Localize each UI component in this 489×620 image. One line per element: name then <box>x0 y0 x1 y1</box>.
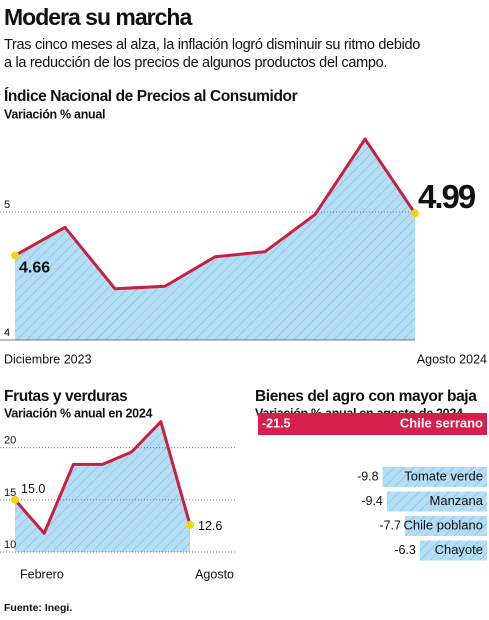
bar-label: Chile poblano <box>403 517 483 532</box>
bar <box>419 540 487 561</box>
chart-title: Índice Nacional de Precios al Consumidor <box>4 88 298 105</box>
bar-label: Manzana <box>430 493 484 508</box>
line <box>13 420 192 535</box>
value-label: -21.5 <box>262 416 291 430</box>
y-tick-label: 10 <box>4 539 16 551</box>
point <box>11 251 19 260</box>
value-label: -6.3 <box>394 543 416 557</box>
point <box>411 209 419 218</box>
chart-title: Frutas y verduras <box>4 388 127 405</box>
title: Modera su marcha <box>4 4 192 30</box>
y-tick-label: 20 <box>4 435 16 447</box>
bar <box>386 491 487 512</box>
bar <box>404 516 487 536</box>
data-label: 15.0 <box>21 482 45 496</box>
x-tick-label: Agosto <box>195 567 234 581</box>
y-tick-label: 5 <box>4 199 10 211</box>
data-label: 12.6 <box>198 519 222 533</box>
bar-label: Tomate verde <box>404 468 483 483</box>
source: Fuente: Inegi. <box>4 602 72 614</box>
subtitle: a la reducción de los precios de algunos… <box>4 55 387 71</box>
value-label: -7.7 <box>379 518 401 532</box>
chart-subtitle: Variación % anual <box>4 107 105 121</box>
chart-title: Bienes del agro con mayor baja <box>255 388 477 405</box>
data-label: 4.99 <box>418 178 476 215</box>
y-tick-label: 4 <box>4 327 10 339</box>
x-tick-label: Agosto 2024 <box>417 352 487 366</box>
bar <box>258 413 487 435</box>
point <box>186 520 194 529</box>
value-label: -9.4 <box>361 494 383 508</box>
point <box>11 495 19 504</box>
data-label: 4.66 <box>19 260 50 277</box>
value-label: -9.8 <box>357 469 379 483</box>
bar-label: Chile serrano <box>400 415 483 430</box>
line <box>14 137 417 291</box>
bar <box>382 467 487 487</box>
subtitle: Tras cinco meses al alza, la inflación l… <box>4 37 420 53</box>
x-tick-label: Diciembre 2023 <box>4 352 92 366</box>
bar-label: Chayote <box>435 542 483 557</box>
area <box>15 421 190 552</box>
y-tick-label: 15 <box>4 487 16 499</box>
x-tick-label: Febrero <box>20 567 64 581</box>
chart-subtitle: Variación % anual en 2024 <box>4 406 152 420</box>
